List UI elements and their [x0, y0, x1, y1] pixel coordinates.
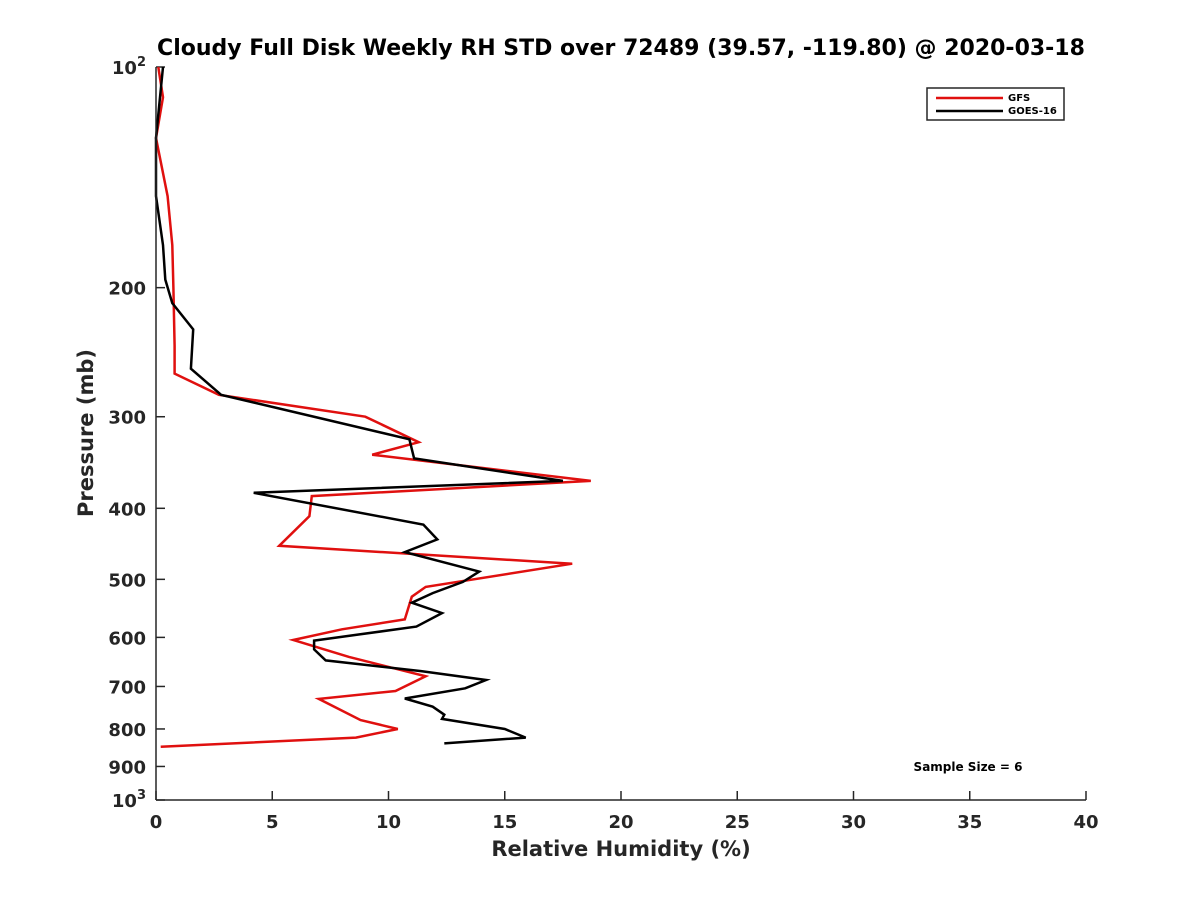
y-tick-label: 400 — [108, 499, 146, 520]
series-line-gfs — [154, 66, 591, 749]
x-axis-ticks: 0 5 10 15 20 25 30 35 40 — [150, 791, 1099, 833]
x-axis-label: Relative Humidity (%) — [491, 837, 750, 861]
x-tick-label: 35 — [957, 812, 982, 833]
y-tick-label: 102 — [112, 55, 146, 79]
y-tick-label: 200 — [108, 279, 146, 300]
legend-label-gfs: GFS — [1008, 93, 1030, 104]
x-tick-label: 25 — [725, 812, 750, 833]
series-line-goes16 — [154, 66, 564, 745]
x-tick-label: 10 — [376, 812, 401, 833]
y-tick-label: 600 — [108, 628, 146, 649]
x-tick-label: 30 — [841, 812, 866, 833]
y-axis-ticks: 102 200 300 400 500 600 700 800 900 103 — [108, 55, 165, 812]
chart-title: Cloudy Full Disk Weekly RH STD over 7248… — [157, 36, 1085, 61]
sample-size-annotation: Sample Size = 6 — [914, 760, 1023, 774]
y-tick-label: 300 — [108, 408, 146, 429]
legend-box — [926, 87, 1065, 121]
y-tick-label: 700 — [108, 677, 146, 698]
x-tick-label: 15 — [492, 812, 517, 833]
series-layer — [154, 66, 591, 749]
y-tick-label: 103 — [112, 788, 146, 812]
y-axis-label: Pressure (mb) — [74, 349, 98, 517]
y-tick-label: 900 — [108, 757, 146, 778]
legend: GFS GOES-16 — [926, 87, 1065, 121]
x-tick-label: 5 — [266, 812, 279, 833]
x-tick-label: 40 — [1073, 812, 1098, 833]
x-tick-label: 20 — [608, 812, 633, 833]
x-tick-label: 0 — [150, 812, 163, 833]
legend-label-goes16: GOES-16 — [1008, 106, 1057, 117]
y-tick-label: 800 — [108, 720, 146, 741]
y-tick-label: 500 — [108, 570, 146, 591]
